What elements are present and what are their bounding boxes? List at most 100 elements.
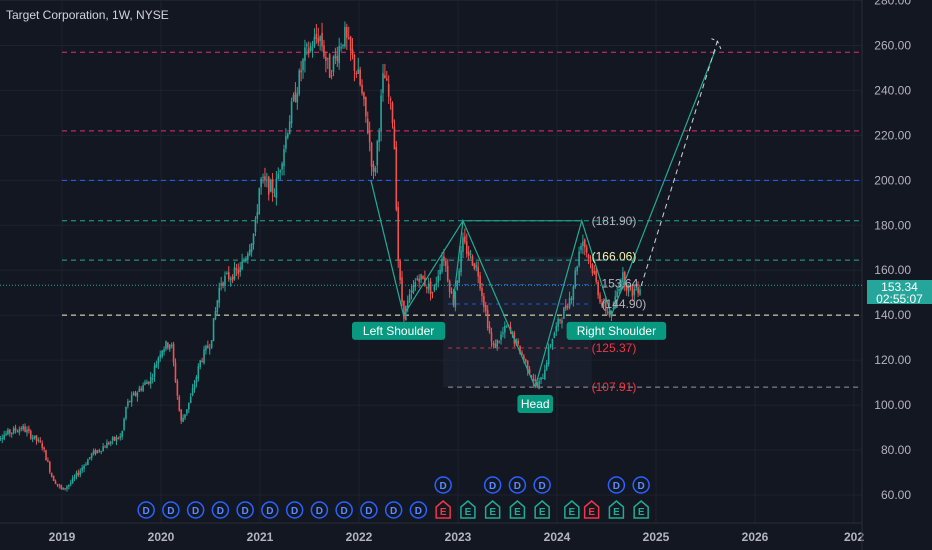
candle-body [96, 450, 99, 453]
candle-body [111, 437, 114, 441]
dividend-marker-letter: D [638, 481, 645, 492]
y-tick-label: 180.00 [874, 218, 911, 232]
candle-body [58, 484, 61, 486]
candle-body [570, 298, 573, 300]
candle-body [108, 442, 110, 445]
candle-body [635, 289, 637, 291]
candle-body [37, 439, 40, 441]
earnings-marker-letter: E [514, 507, 521, 518]
candle-body [43, 447, 45, 450]
candle-body [315, 33, 318, 39]
candle-body [412, 285, 415, 293]
candle-body [614, 296, 617, 308]
candle-body [290, 101, 293, 124]
candle-body [623, 272, 626, 287]
candle-body [382, 73, 384, 93]
candle-body [245, 257, 247, 262]
candle-body [429, 281, 432, 295]
candle-body [130, 395, 133, 403]
earnings-marker [534, 500, 550, 519]
candle-body [488, 326, 491, 333]
dividend-marker-letter: D [242, 506, 249, 517]
candle-body [572, 286, 575, 300]
candle-body [523, 355, 525, 360]
candle-body [340, 47, 342, 49]
candle-body [231, 276, 234, 281]
candle-body [536, 382, 538, 388]
candle-body [285, 136, 287, 149]
candle-body [566, 306, 569, 308]
candle-body [393, 126, 396, 150]
candle-body [456, 280, 459, 290]
candle-body [464, 236, 466, 243]
candle-body [201, 360, 203, 362]
candle-body [486, 310, 489, 328]
candle-body [81, 467, 83, 471]
candle-body [73, 476, 76, 479]
dividend-marker [533, 476, 551, 494]
candle-body [115, 437, 118, 442]
candle-body [3, 434, 5, 440]
earnings-marker [460, 500, 476, 519]
candle-body [505, 325, 508, 328]
candle-body [372, 164, 375, 172]
dividend-marker-letter: D [217, 506, 224, 517]
candle-body [50, 473, 53, 477]
candle-body [214, 311, 217, 320]
candle-body [448, 280, 451, 292]
candle-body [317, 38, 320, 43]
level-label: (125.37) [592, 341, 637, 355]
candle-body [530, 375, 533, 378]
candle-body [64, 488, 66, 490]
candle-body [437, 275, 439, 283]
candle-body [325, 56, 327, 61]
candle-body [332, 56, 335, 73]
candle-body [148, 381, 150, 384]
candle-body [85, 464, 87, 466]
candle-body [286, 133, 289, 138]
dividend-marker [211, 501, 230, 519]
candle-body [182, 417, 184, 422]
candle-body [9, 429, 11, 434]
dividend-marker-letter: D [514, 481, 521, 492]
candle-body [248, 249, 251, 255]
candle-body [39, 440, 42, 442]
candle-body [20, 428, 23, 430]
candle-body [260, 178, 262, 188]
x-tick-label: 2026 [742, 530, 769, 544]
candle-body [553, 333, 556, 339]
candle-body [467, 251, 470, 256]
candle-body [604, 300, 607, 311]
candle-body [247, 253, 249, 260]
pattern-label-box [517, 394, 554, 413]
candle-body [88, 457, 91, 459]
candle-body [465, 241, 468, 254]
candle-body [292, 94, 295, 101]
candle-body [319, 36, 321, 41]
candle-body [134, 392, 137, 396]
candle-body [191, 388, 194, 396]
y-tick-label: 160.00 [874, 263, 911, 277]
dividend-marker-letter: D [489, 481, 496, 492]
candle-body [597, 282, 599, 296]
earnings-marker-letter: E [440, 507, 447, 518]
candle-body [16, 431, 19, 433]
candle-body [601, 303, 603, 306]
pattern-label-box [352, 321, 446, 340]
y-tick-label: 220.00 [874, 128, 911, 142]
candle-body [538, 381, 540, 389]
candle-body [462, 237, 464, 252]
dividend-marker-letter: D [316, 506, 323, 517]
candle-body [475, 265, 478, 268]
earnings-marker [564, 500, 580, 519]
candle-body [483, 296, 485, 308]
candle-body [633, 289, 636, 295]
candle-body [35, 435, 38, 441]
candle-body [123, 418, 125, 430]
candle-body [342, 44, 344, 47]
candle-body [83, 465, 85, 469]
candle-body [359, 69, 361, 85]
candle-body [155, 364, 158, 368]
candle-body [222, 282, 224, 286]
